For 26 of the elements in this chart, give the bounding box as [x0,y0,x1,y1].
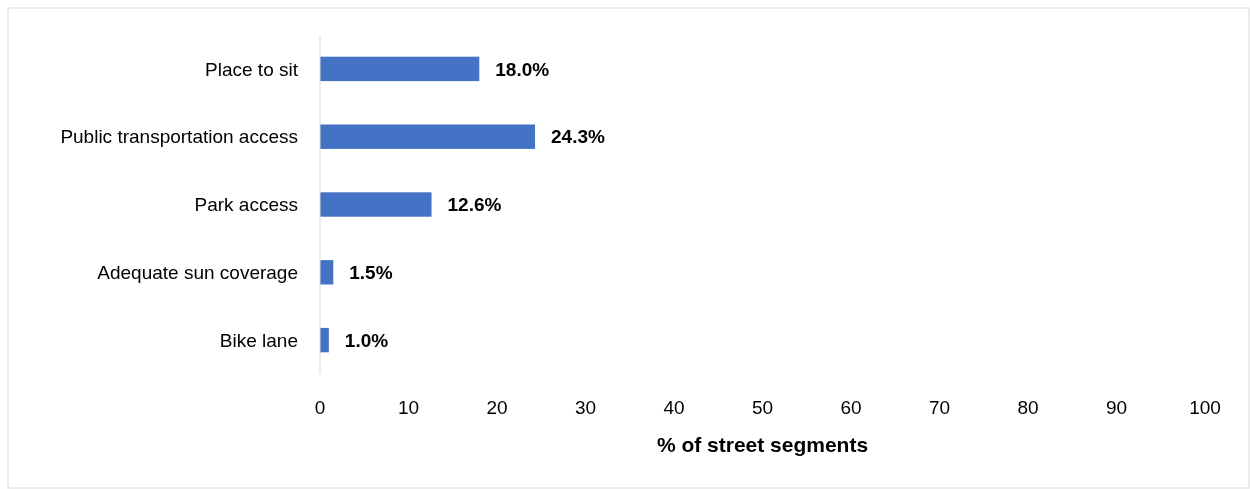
x-tick-label: 10 [397,397,420,418]
x-tick-label: 30 [574,397,597,418]
x-tick-label: 100 [1189,397,1221,418]
x-tick-label: 80 [1017,397,1039,418]
data-label: 1.0% [344,329,389,351]
x-tick-label: 20 [486,397,508,418]
x-tick-label: 70 [928,397,951,418]
y-tick-label: Place to sit [205,58,299,80]
data-label: 1.5% [349,261,393,283]
y-tick-label: Public transportation access [60,126,298,148]
bar [320,260,334,285]
bar [320,192,432,217]
x-tick-label: 50 [751,397,774,418]
data-label: 24.3% [551,126,606,148]
y-tick-label: Park access [194,194,298,216]
data-label: 18.0% [495,58,550,80]
x-tick-label: 90 [1105,397,1128,418]
x-tick-label: 60 [840,397,862,418]
y-tick-label: Bike lane [219,329,298,351]
data-label: 12.6% [447,194,502,216]
y-tick-label: Adequate sun coverage [97,261,298,283]
x-axis-title: % of street segments [656,433,869,456]
bar [320,124,536,149]
x-tick-label: 0 [314,397,326,418]
bar [320,56,480,82]
x-tick-label: 40 [663,397,685,418]
